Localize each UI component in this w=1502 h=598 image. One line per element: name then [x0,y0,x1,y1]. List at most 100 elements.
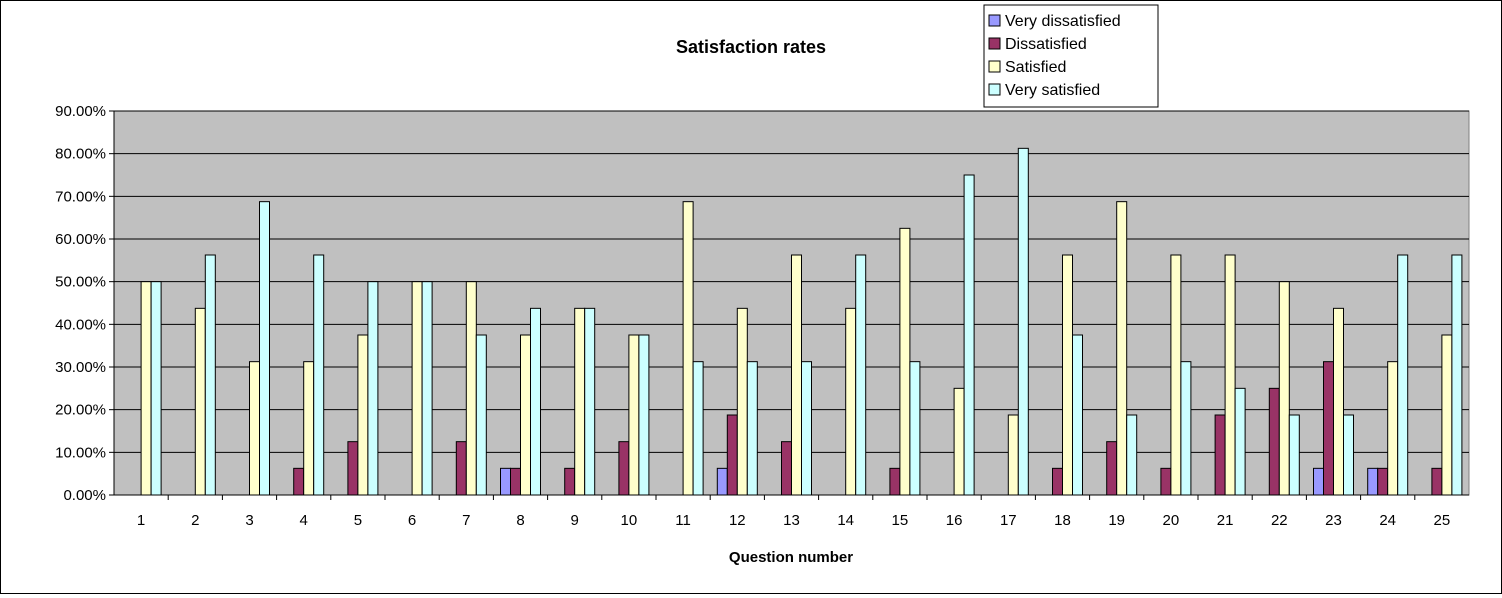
bar-satisfied [1170,254,1182,496]
x-tick-label: 23 [1325,512,1342,529]
x-tick-label: 18 [1054,512,1071,529]
plot-area: 0.00% 10.00% 20.00% 30.00% 40.00% 50.00% 60.00… [55,103,1470,529]
bar-very-satisfied [584,307,596,496]
y-tick-label: 60.00% [55,231,106,248]
x-tick-label: 22 [1271,512,1288,529]
y-tick-label: 50.00% [55,274,106,291]
x-tick-label: 11 [675,512,691,529]
bar-satisfied [249,361,260,496]
bar-satisfied [628,334,640,496]
bar-dissatisfied [293,467,305,496]
bar-dissatisfied [1214,414,1226,496]
legend-swatch [988,37,1001,50]
bar-very-satisfied [909,361,921,496]
bar-very-satisfied [367,281,379,496]
bar-very-satisfied [746,361,758,496]
bar-satisfied [303,361,315,496]
bar-satisfied [1062,254,1073,496]
x-tick-label: 14 [837,512,854,529]
bar-very-dissatisfied [1313,467,1324,496]
y-tick-label: 90.00% [55,103,106,120]
bar-very-satisfied [530,307,541,496]
x-tick-label: 3 [245,512,253,529]
x-tick-label: 25 [1434,512,1451,529]
bar-dissatisfied [618,441,630,496]
bar-dissatisfied [726,414,738,496]
bar-satisfied [899,227,911,496]
x-tick-label: 13 [783,512,800,529]
bar-satisfied [1007,414,1019,496]
x-tick-label: 19 [1108,512,1125,529]
bar-satisfied [465,281,477,496]
bar-dissatisfied [347,441,359,496]
bar-satisfied [953,387,965,496]
bar-satisfied [520,334,531,496]
legend-label: Very satisfied [1005,82,1100,99]
bar-very-satisfied [313,254,325,496]
x-tick-label: 6 [408,512,416,529]
bar-very-satisfied [259,201,270,496]
bar-very-satisfied [1234,387,1246,496]
bar-very-satisfied [150,281,162,496]
bar-satisfied [1116,201,1128,496]
x-tick-label: 24 [1379,512,1396,529]
legend-label: Satisfied [1005,59,1066,76]
x-tick-label: 2 [191,512,199,529]
x-tick-label: 9 [571,512,579,529]
chart-title: Satisfaction rates [676,37,826,57]
bar-satisfied [1387,361,1399,496]
bar-very-dissatisfied [716,467,728,496]
x-tick-label: 1 [137,512,145,529]
bar-very-satisfied [963,174,975,496]
bar-very-satisfied [1451,254,1463,496]
legend-swatch [988,14,1001,27]
bar-dissatisfied [1431,467,1443,496]
bar-dissatisfied [1268,387,1280,496]
bar-satisfied [411,281,423,496]
bar-very-satisfied [638,334,650,496]
bar-dissatisfied [889,467,901,496]
legend: Very dissatisfied Dissatisfied Satisfied Ve… [983,4,1159,108]
bar-very-satisfied [1072,334,1083,496]
bar-dissatisfied [455,441,467,496]
y-tick-label: 30.00% [55,359,106,376]
x-tick-label: 7 [462,512,470,529]
bar-satisfied [1224,254,1236,496]
bar-dissatisfied [564,467,576,496]
x-tick-label: 20 [1163,512,1180,529]
bar-satisfied [194,307,206,496]
x-tick-label: 15 [892,512,909,529]
x-tick-label: 16 [946,512,963,529]
y-tick-label: 40.00% [55,316,106,333]
bar-very-satisfied [1397,254,1409,496]
bar-satisfied [1333,307,1344,496]
x-tick-label: 12 [729,512,746,529]
bar-satisfied [357,334,369,496]
x-tick-label: 10 [621,512,638,529]
bar-very-dissatisfied [500,467,511,496]
bar-dissatisfied [1377,467,1389,496]
x-tick-label: 5 [354,512,362,529]
y-tick-label: 70.00% [55,188,106,205]
y-tick-label: 0.00% [63,487,106,504]
bar-very-satisfied [475,334,487,496]
legend-label: Very dissatisfied [1005,13,1121,30]
legend-box [983,4,1159,108]
bar-very-satisfied [1288,414,1300,496]
legend-label: Dissatisfied [1005,36,1087,53]
bar-dissatisfied [1052,467,1063,496]
legend-swatch [988,60,1001,73]
x-tick-label: 8 [516,512,524,529]
bar-very-satisfied [204,254,216,496]
y-tick-label: 20.00% [55,402,106,419]
x-tick-label: 4 [300,512,308,529]
bar-satisfied [140,281,152,496]
bar-satisfied [1278,281,1290,496]
y-tick-label: 80.00% [55,146,106,163]
bar-very-satisfied [1017,147,1029,496]
bar-satisfied [1441,334,1453,496]
bar-satisfied [736,307,748,496]
bar-satisfied [682,201,694,496]
